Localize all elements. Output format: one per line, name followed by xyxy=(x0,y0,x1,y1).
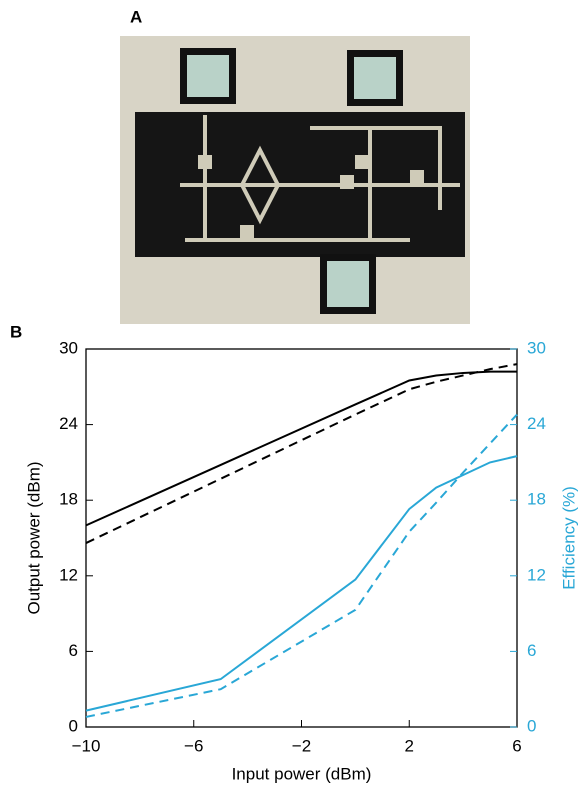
panel-label: A xyxy=(130,7,142,26)
y-tick-label: 6 xyxy=(69,641,78,660)
x-axis-label: Input power (dBm) xyxy=(232,764,372,783)
plot-frame xyxy=(85,348,518,728)
x-tick-label: −2 xyxy=(292,736,311,755)
y2-tick-label: 30 xyxy=(527,338,546,357)
series-line xyxy=(85,363,518,544)
x-tick-label: 6 xyxy=(512,736,521,755)
series-line xyxy=(85,370,517,527)
y-axis-label: Output power (dBm) xyxy=(24,461,43,614)
photo xyxy=(120,36,470,324)
x-tick-label: −6 xyxy=(184,736,203,755)
y2-tick-label: 0 xyxy=(527,716,536,735)
y2-tick-label: 12 xyxy=(527,565,546,584)
series-line xyxy=(85,413,518,718)
x-tick-label: 2 xyxy=(405,736,414,755)
y2-tick-label: 6 xyxy=(527,641,536,660)
y-tick-label: 12 xyxy=(59,565,78,584)
x-tick-label: −10 xyxy=(72,736,101,755)
series-line xyxy=(85,455,518,712)
y-tick-label: 24 xyxy=(59,414,78,433)
y2-axis-label: Efficiency (%) xyxy=(559,486,578,590)
y-tick-label: 18 xyxy=(59,490,78,509)
y2-tick-label: 18 xyxy=(527,490,546,509)
panel-label: B xyxy=(10,322,22,341)
y2-tick-label: 24 xyxy=(527,414,546,433)
y-tick-label: 0 xyxy=(69,716,78,735)
y-tick-label: 30 xyxy=(59,338,78,357)
